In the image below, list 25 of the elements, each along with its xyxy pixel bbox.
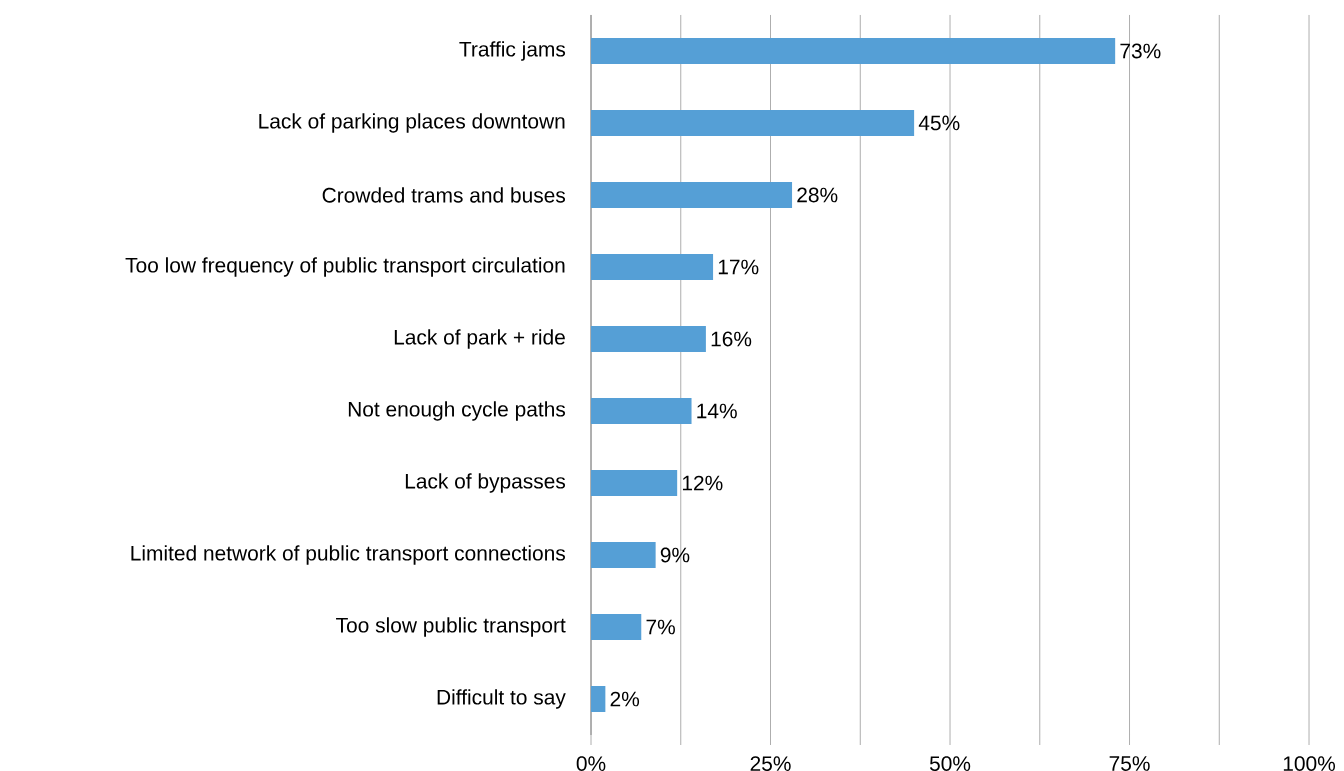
data-label: 9%	[660, 547, 690, 563]
y-tick-label: Limited network of public transport connections	[131, 545, 566, 565]
y-tick-label: Difficult to say	[437, 689, 566, 709]
data-label: 14%	[697, 403, 737, 419]
x-tick-label: 50%	[929, 756, 971, 771]
x-tick-label: 100%	[1283, 756, 1336, 771]
y-tick-label: Too slow public transport	[336, 617, 566, 637]
data-label: 7%	[646, 619, 675, 635]
y-tick-label: Too low frequency of public transport circulation	[125, 257, 565, 277]
data-label: 2%	[610, 691, 640, 707]
x-tick-label: 0%	[576, 756, 606, 771]
data-label: 12%	[682, 475, 723, 491]
data-label: 17%	[718, 259, 759, 275]
y-tick-label: Crowded trams and buses	[322, 187, 566, 203]
y-tick-label: Traffic jams	[459, 41, 566, 61]
x-tick-label: 75%	[1109, 756, 1150, 771]
y-tick-label: Lack of bypasses	[405, 473, 566, 493]
y-tick-label: Lack of parking places downtown	[259, 113, 565, 133]
data-label: 73%	[1120, 43, 1161, 59]
x-tick-label: 25%	[750, 756, 791, 771]
data-label: 16%	[711, 331, 752, 347]
data-label: 45%	[918, 115, 960, 131]
y-tick-label: Not enough cycle paths	[348, 401, 566, 421]
data-label: 28%	[797, 187, 838, 203]
y-tick-label: Lack of park + ride	[394, 329, 565, 349]
